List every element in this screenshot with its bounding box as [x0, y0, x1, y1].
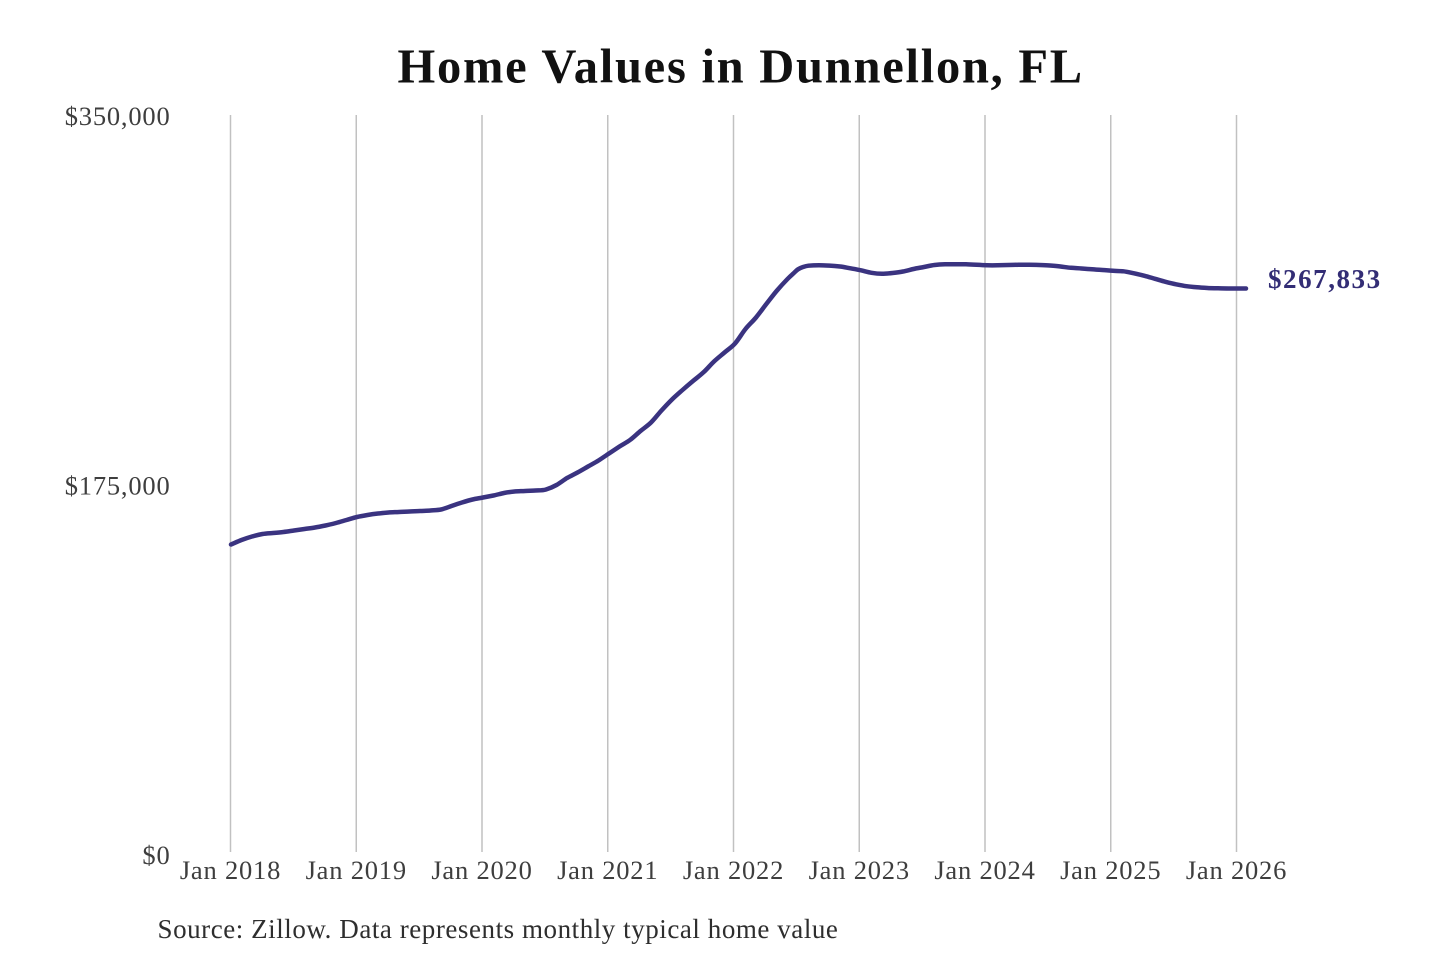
svg-text:Source: Zillow. Data represent: Source: Zillow. Data represents monthly … — [158, 914, 839, 944]
svg-text:Jan 2025: Jan 2025 — [1060, 855, 1161, 885]
svg-text:$350,000: $350,000 — [65, 101, 171, 131]
svg-text:Jan 2020: Jan 2020 — [431, 855, 532, 885]
svg-text:Jan 2026: Jan 2026 — [1186, 855, 1287, 885]
svg-text:Jan 2019: Jan 2019 — [306, 855, 407, 885]
svg-text:Jan 2018: Jan 2018 — [180, 855, 281, 885]
svg-text:Jan 2024: Jan 2024 — [934, 855, 1035, 885]
svg-text:Jan 2023: Jan 2023 — [809, 855, 910, 885]
svg-text:$175,000: $175,000 — [65, 471, 171, 501]
svg-text:Jan 2021: Jan 2021 — [557, 855, 658, 885]
svg-text:$0: $0 — [142, 840, 170, 870]
svg-text:Jan 2022: Jan 2022 — [683, 855, 784, 885]
svg-text:$267,833: $267,833 — [1268, 264, 1382, 294]
svg-text:Home Values in Dunnellon, FL: Home Values in Dunnellon, FL — [398, 41, 1084, 94]
